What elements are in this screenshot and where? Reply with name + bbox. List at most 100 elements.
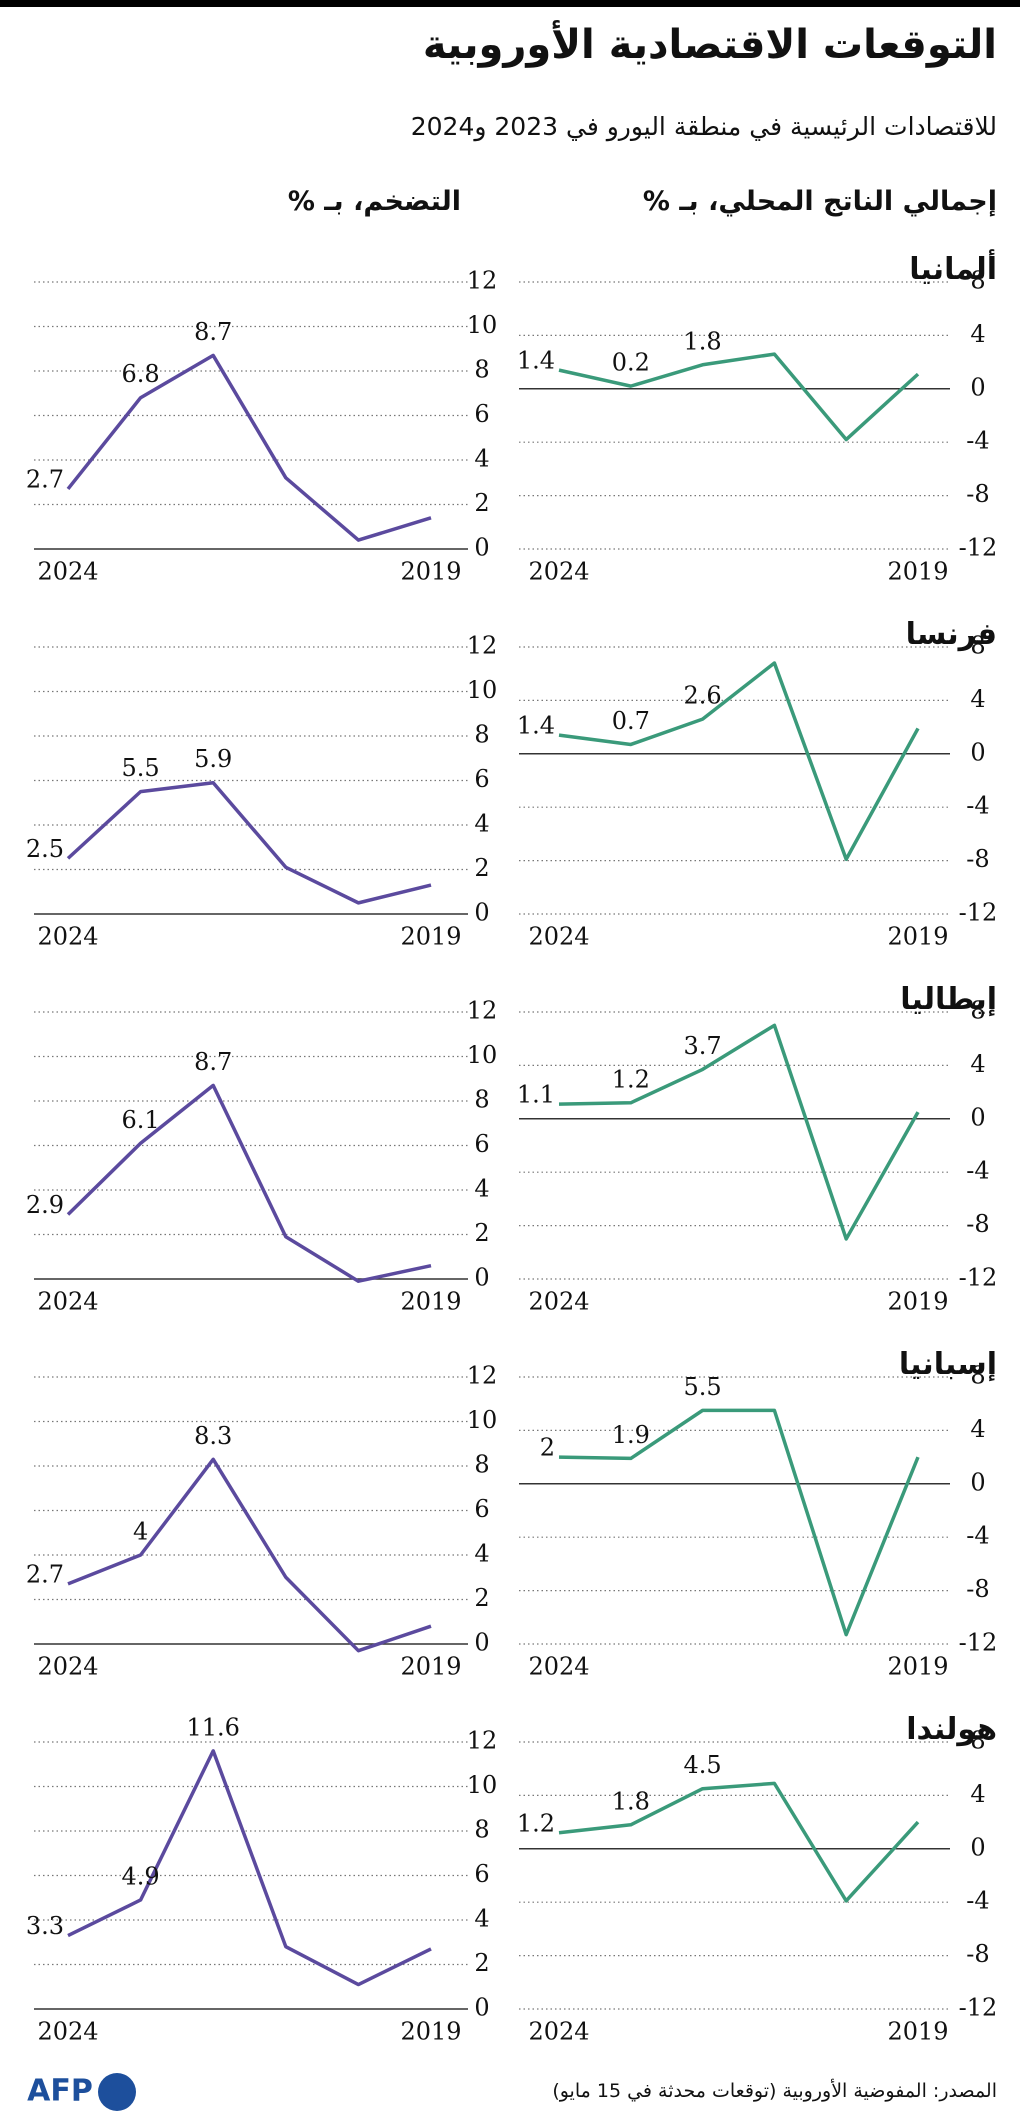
x-tick-label: 2024: [528, 1653, 589, 1681]
y-tick-label: 8: [970, 1727, 985, 1755]
data-label: 8.7: [194, 318, 232, 346]
y-tick-label: 10: [467, 1406, 498, 1434]
data-label: 4.9: [122, 1862, 160, 1890]
y-tick-label: 0: [474, 1629, 489, 1657]
y-tick-label: -8: [966, 1940, 989, 1968]
y-tick-label: 0: [970, 1103, 985, 1131]
data-label: 1.9: [612, 1421, 650, 1449]
title: التوقعات الاقتصادية الأوروبية: [422, 22, 997, 68]
country-name: فرنسا: [905, 617, 997, 652]
data-label: 2.5: [26, 835, 64, 863]
y-tick-label: 8: [474, 1086, 489, 1114]
data-label: 1.4: [517, 347, 555, 375]
y-tick-label: 4: [474, 810, 489, 838]
y-tick-label: 0: [970, 373, 985, 401]
x-tick-label: 2024: [37, 2018, 98, 2046]
x-tick-label: 2019: [400, 2018, 461, 2046]
y-tick-label: -8: [966, 1575, 989, 1603]
data-label: 2.7: [26, 1560, 64, 1588]
data-label: 5.5: [122, 754, 160, 782]
y-tick-label: 12: [467, 632, 498, 660]
line: [67, 1457, 432, 1653]
x-tick-label: 2024: [528, 1288, 589, 1316]
line: [66, 1083, 432, 1283]
y-tick-label: 8: [474, 1816, 489, 1844]
data-label: 3.3: [26, 1912, 64, 1940]
data-label: 1.1: [517, 1081, 555, 1109]
y-tick-label: 2: [474, 489, 489, 517]
data-label: 4: [133, 1518, 148, 1546]
y-tick-label: 10: [467, 311, 498, 339]
y-tick-label: 8: [970, 1362, 985, 1390]
y-tick-label: 10: [467, 1771, 498, 1799]
data-label: 3.7: [684, 1032, 722, 1060]
x-tick-label: 2024: [37, 1288, 98, 1316]
y-tick-label: 4: [970, 1780, 985, 1808]
country-name: ألمانيا: [909, 252, 997, 287]
y-tick-label: 4: [970, 1050, 985, 1078]
y-tick-label: 6: [474, 400, 489, 428]
y-tick-label: 10: [467, 676, 498, 704]
data-label: 2.9: [26, 1191, 64, 1219]
x-tick-label: 2019: [400, 1653, 461, 1681]
y-tick-label: 2: [474, 854, 489, 882]
data-label: 11.6: [186, 1713, 239, 1741]
y-tick-label: -12: [959, 899, 998, 927]
data-label: 1.2: [612, 1065, 650, 1093]
y-tick-label: 8: [970, 267, 985, 295]
y-tick-label: 4: [474, 1540, 489, 1568]
y-tick-label: 8: [970, 632, 985, 660]
y-tick-label: 4: [474, 1905, 489, 1933]
x-tick-label: 2019: [400, 923, 461, 951]
top-bar: [0, 0, 1020, 7]
x-tick-label: 2019: [887, 2018, 948, 2046]
y-tick-label: -4: [966, 1522, 989, 1550]
y-tick-label: 4: [474, 445, 489, 473]
y-tick-label: -12: [959, 1994, 998, 2022]
y-tick-label: 0: [474, 534, 489, 562]
y-tick-label: -12: [959, 1264, 998, 1292]
line: [67, 1749, 432, 1987]
y-tick-label: 0: [474, 1994, 489, 2022]
x-tick-label: 2019: [400, 1288, 461, 1316]
line: [558, 1408, 920, 1637]
y-tick-label: -8: [966, 845, 989, 873]
y-tick-label: -12: [959, 534, 998, 562]
data-label: 1.8: [684, 327, 722, 355]
y-tick-label: 6: [474, 1130, 489, 1158]
y-tick-label: -8: [966, 1210, 989, 1238]
x-tick-label: 2024: [528, 2018, 589, 2046]
y-tick-label: -4: [966, 427, 989, 455]
y-tick-label: 8: [474, 721, 489, 749]
y-tick-label: -4: [966, 1887, 989, 1915]
y-tick-label: 4: [970, 320, 985, 348]
x-tick-label: 2019: [887, 1288, 948, 1316]
y-tick-label: 8: [970, 997, 985, 1025]
y-tick-label: 0: [970, 1833, 985, 1861]
x-tick-label: 2024: [528, 558, 589, 586]
y-tick-label: -12: [959, 1629, 998, 1657]
data-label: 2.7: [26, 465, 64, 493]
y-tick-label: 2: [474, 1584, 489, 1612]
y-tick-label: 8: [474, 356, 489, 384]
logo-circle: [98, 2073, 136, 2111]
line: [558, 1023, 920, 1241]
data-label: 2: [540, 1434, 555, 1462]
data-label: 2.6: [684, 682, 722, 710]
data-label: 5.5: [684, 1373, 722, 1401]
x-tick-label: 2024: [528, 923, 589, 951]
data-label: 6.8: [122, 360, 160, 388]
y-tick-label: -4: [966, 792, 989, 820]
x-tick-label: 2019: [887, 923, 948, 951]
data-label: 6.1: [122, 1106, 160, 1134]
y-tick-label: -4: [966, 1157, 989, 1185]
y-tick-label: 0: [970, 1468, 985, 1496]
x-tick-label: 2019: [887, 1653, 948, 1681]
data-label: 0.2: [612, 349, 650, 377]
line: [558, 1781, 920, 1903]
data-label: 5.9: [194, 745, 232, 773]
country-name: إسبانيا: [898, 1347, 997, 1382]
data-label: 1.2: [517, 1809, 555, 1837]
